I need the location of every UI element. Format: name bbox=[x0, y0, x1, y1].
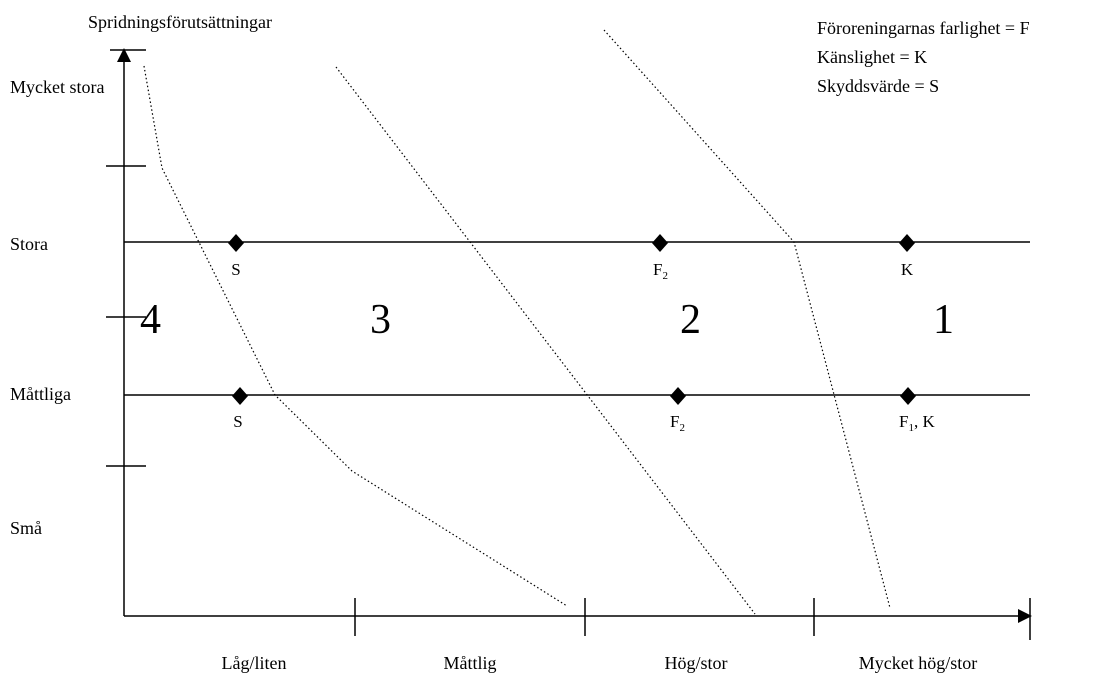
point-label: S bbox=[231, 260, 240, 279]
legend-item: Känslighet = K bbox=[817, 47, 927, 67]
zone-number: 2 bbox=[680, 297, 701, 343]
y-level-label: Stora bbox=[10, 234, 48, 254]
y-level-label: Små bbox=[10, 518, 42, 538]
x-category-label: Hög/stor bbox=[665, 653, 728, 673]
y-axis-arrowhead bbox=[117, 48, 131, 62]
zone-number: 1 bbox=[933, 297, 954, 343]
y-axis-title: Spridningsförutsättningar bbox=[88, 12, 272, 32]
zone-number: 3 bbox=[370, 297, 391, 343]
point-label: S bbox=[233, 412, 242, 431]
zone-number: 4 bbox=[140, 297, 161, 343]
zone-boundary-3-2 bbox=[335, 66, 756, 615]
diamond-marker bbox=[232, 387, 248, 405]
x-axis-arrowhead bbox=[1018, 609, 1032, 623]
x-category-label: Måttlig bbox=[444, 653, 497, 673]
y-level-label: Mycket stora bbox=[10, 77, 104, 97]
point-label: F2 bbox=[670, 412, 685, 434]
x-category-label: Mycket hög/stor bbox=[859, 653, 978, 673]
diamond-marker bbox=[652, 234, 668, 252]
point-label: K bbox=[901, 260, 914, 279]
diamond-marker bbox=[228, 234, 244, 252]
zone-boundary-2-1 bbox=[603, 29, 891, 609]
diamond-marker bbox=[670, 387, 686, 405]
x-category-label: Låg/liten bbox=[222, 653, 287, 673]
y-level-label: Måttliga bbox=[10, 384, 71, 404]
legend-item: Föroreningarnas farlighet = F bbox=[817, 18, 1030, 38]
legend-item: Skyddsvärde = S bbox=[817, 76, 939, 96]
diamond-marker bbox=[900, 387, 916, 405]
point-label: F2 bbox=[653, 260, 668, 282]
point-label: F1, K bbox=[899, 412, 935, 434]
zone-boundary-4-3 bbox=[143, 65, 568, 607]
diamond-marker bbox=[899, 234, 915, 252]
